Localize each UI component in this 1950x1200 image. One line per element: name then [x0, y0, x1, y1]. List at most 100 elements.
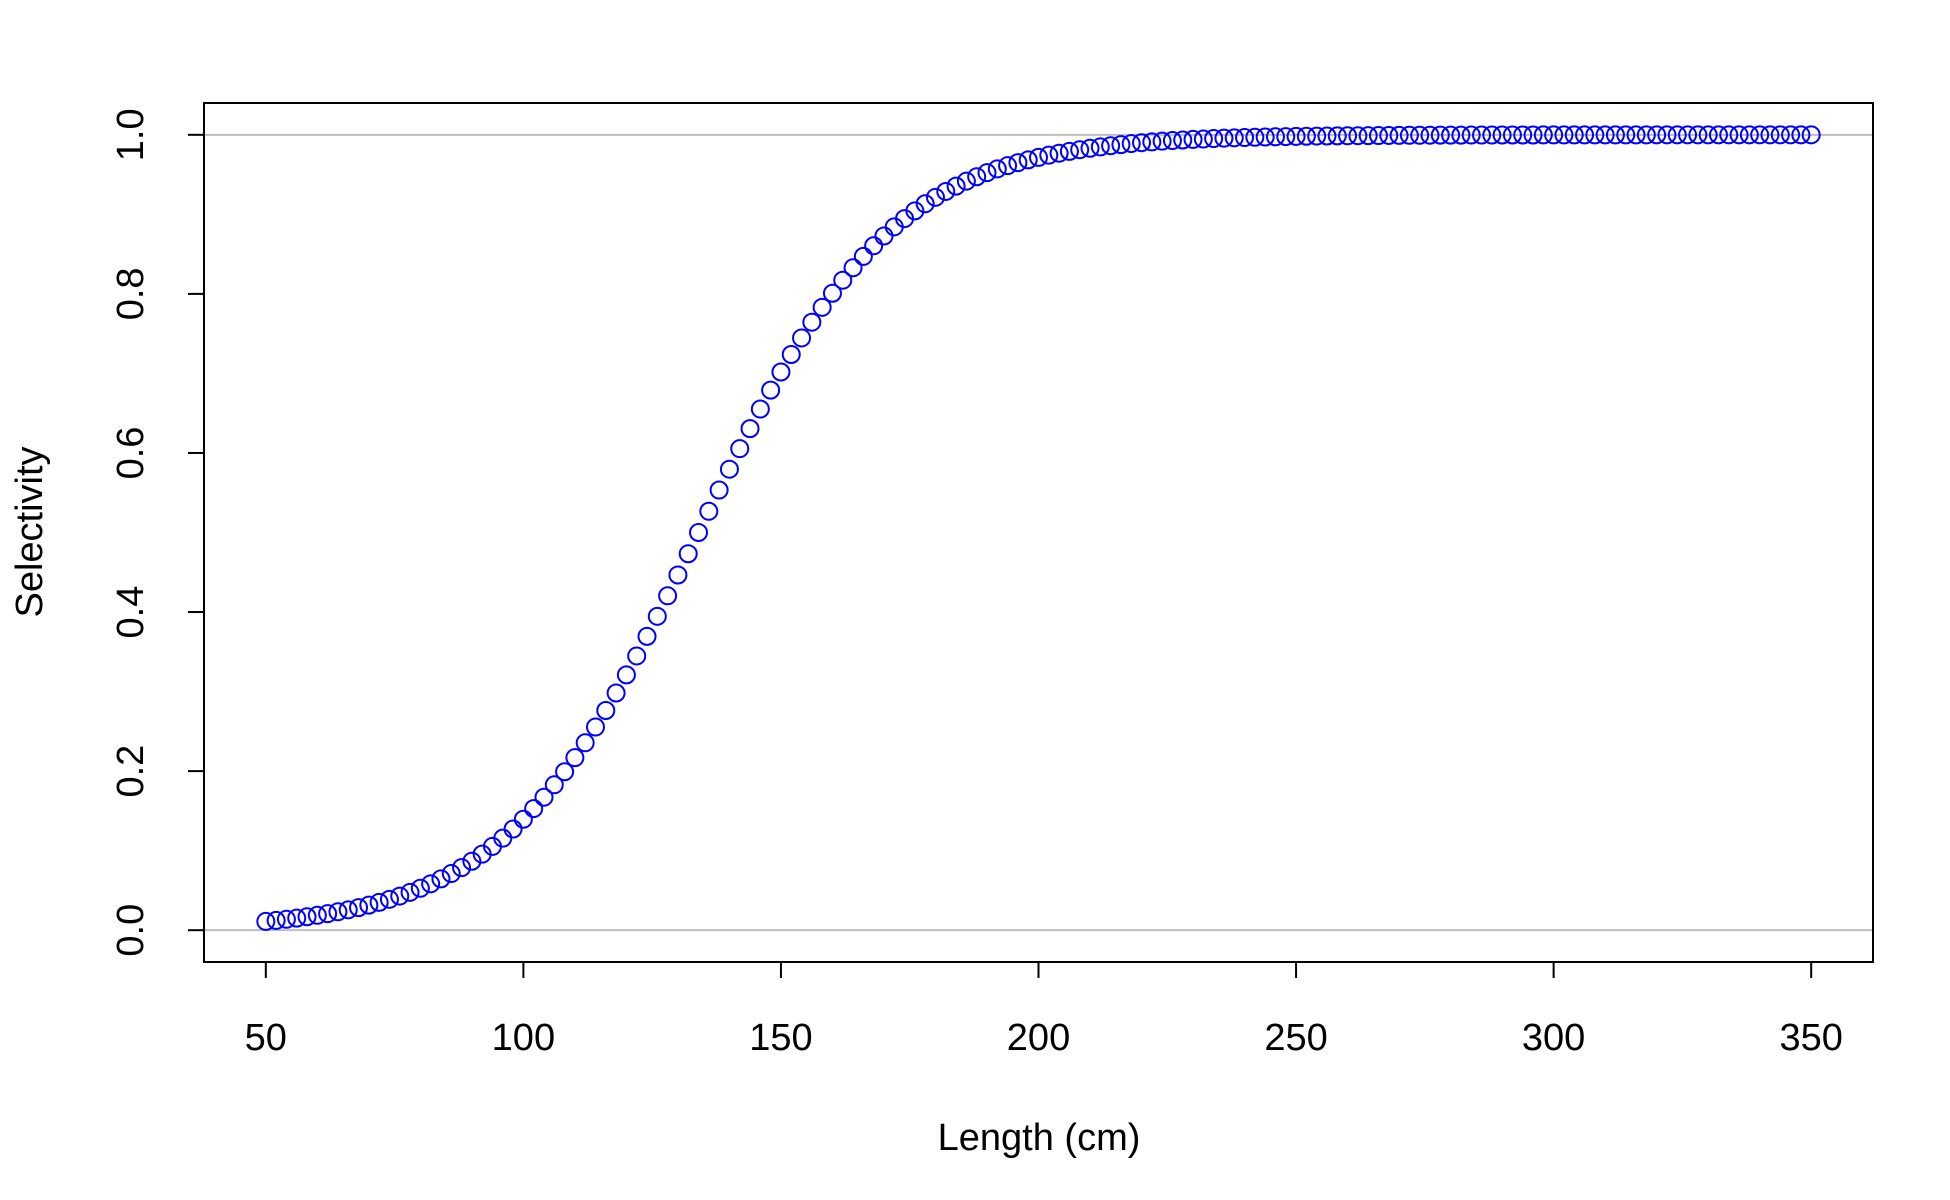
x-tick-label: 50: [245, 1017, 287, 1059]
point: [925, 187, 945, 207]
point: [585, 717, 605, 737]
point: [462, 851, 482, 871]
point: [1482, 125, 1502, 145]
point: [812, 297, 832, 317]
point: [936, 181, 956, 201]
point: [1142, 132, 1162, 152]
point: [452, 858, 472, 878]
point: [1183, 129, 1203, 149]
point: [843, 258, 863, 278]
point: [1152, 131, 1172, 151]
point: [1410, 125, 1430, 145]
point: [1018, 150, 1038, 170]
point: [1080, 138, 1100, 158]
point: [905, 201, 925, 221]
point: [1688, 125, 1708, 145]
point: [616, 665, 636, 685]
point: [1575, 125, 1595, 145]
point: [524, 799, 544, 819]
point: [1513, 125, 1533, 145]
x-tick-label: 150: [749, 1017, 812, 1059]
y-tick-label: 0.4: [110, 586, 152, 639]
x-tick-label: 300: [1522, 1017, 1585, 1059]
point: [1554, 125, 1574, 145]
x-tick-label: 350: [1779, 1017, 1842, 1059]
point: [1059, 141, 1079, 161]
point: [1719, 125, 1739, 145]
point: [1193, 129, 1213, 149]
point: [266, 910, 286, 930]
point: [833, 270, 853, 290]
point: [1296, 126, 1316, 146]
point: [1255, 127, 1275, 147]
point: [1770, 125, 1790, 145]
point: [256, 911, 276, 931]
point: [503, 819, 523, 839]
point: [349, 898, 369, 918]
point: [441, 864, 461, 884]
point: [740, 419, 760, 439]
y-tick-label: 0.2: [110, 745, 152, 798]
y-tick-label: 0.6: [110, 427, 152, 480]
point: [575, 733, 595, 753]
point: [1708, 125, 1728, 145]
point: [1399, 125, 1419, 145]
point: [1791, 125, 1811, 145]
point: [369, 892, 389, 912]
y-tick-label: 0.8: [110, 267, 152, 320]
point: [421, 874, 441, 894]
point: [1595, 125, 1615, 145]
point: [1605, 125, 1625, 145]
point: [1616, 125, 1636, 145]
x-tick-label: 100: [492, 1017, 555, 1059]
point: [1348, 126, 1368, 146]
x-axis-title: Length (cm): [938, 1117, 1141, 1159]
point: [1523, 125, 1543, 145]
point: [792, 328, 812, 348]
point: [410, 878, 430, 898]
plot-frame: [203, 102, 1874, 963]
point: [1121, 134, 1141, 154]
point: [1781, 125, 1801, 145]
point: [1760, 125, 1780, 145]
point: [678, 544, 698, 564]
point: [1070, 140, 1090, 160]
point: [1029, 147, 1048, 167]
point: [1214, 128, 1234, 148]
point: [1049, 143, 1069, 163]
point: [1008, 153, 1028, 173]
point: [967, 167, 987, 187]
point: [318, 904, 338, 924]
point: [338, 900, 358, 920]
point: [596, 701, 616, 721]
point: [1276, 127, 1296, 147]
point: [915, 194, 935, 214]
point: [771, 362, 791, 382]
y-axis-title: Selectivity: [9, 446, 51, 617]
point: [1502, 125, 1522, 145]
point: [1472, 125, 1492, 145]
point: [1739, 125, 1759, 145]
point: [544, 775, 564, 795]
point: [513, 809, 533, 829]
point: [1379, 125, 1399, 145]
point: [1111, 135, 1131, 155]
point: [606, 683, 626, 703]
point: [699, 501, 719, 521]
point: [987, 159, 1007, 179]
point: [1647, 125, 1667, 145]
point: [1585, 125, 1605, 145]
point: [822, 283, 842, 303]
point: [781, 344, 801, 364]
point: [1430, 125, 1450, 145]
point: [1039, 145, 1059, 165]
point: [1678, 125, 1698, 145]
point: [627, 646, 647, 666]
point: [1657, 125, 1677, 145]
point: [276, 909, 296, 929]
point: [1286, 126, 1306, 146]
point: [379, 889, 399, 909]
point: [297, 907, 317, 927]
point: [1544, 125, 1564, 145]
point: [1461, 125, 1481, 145]
